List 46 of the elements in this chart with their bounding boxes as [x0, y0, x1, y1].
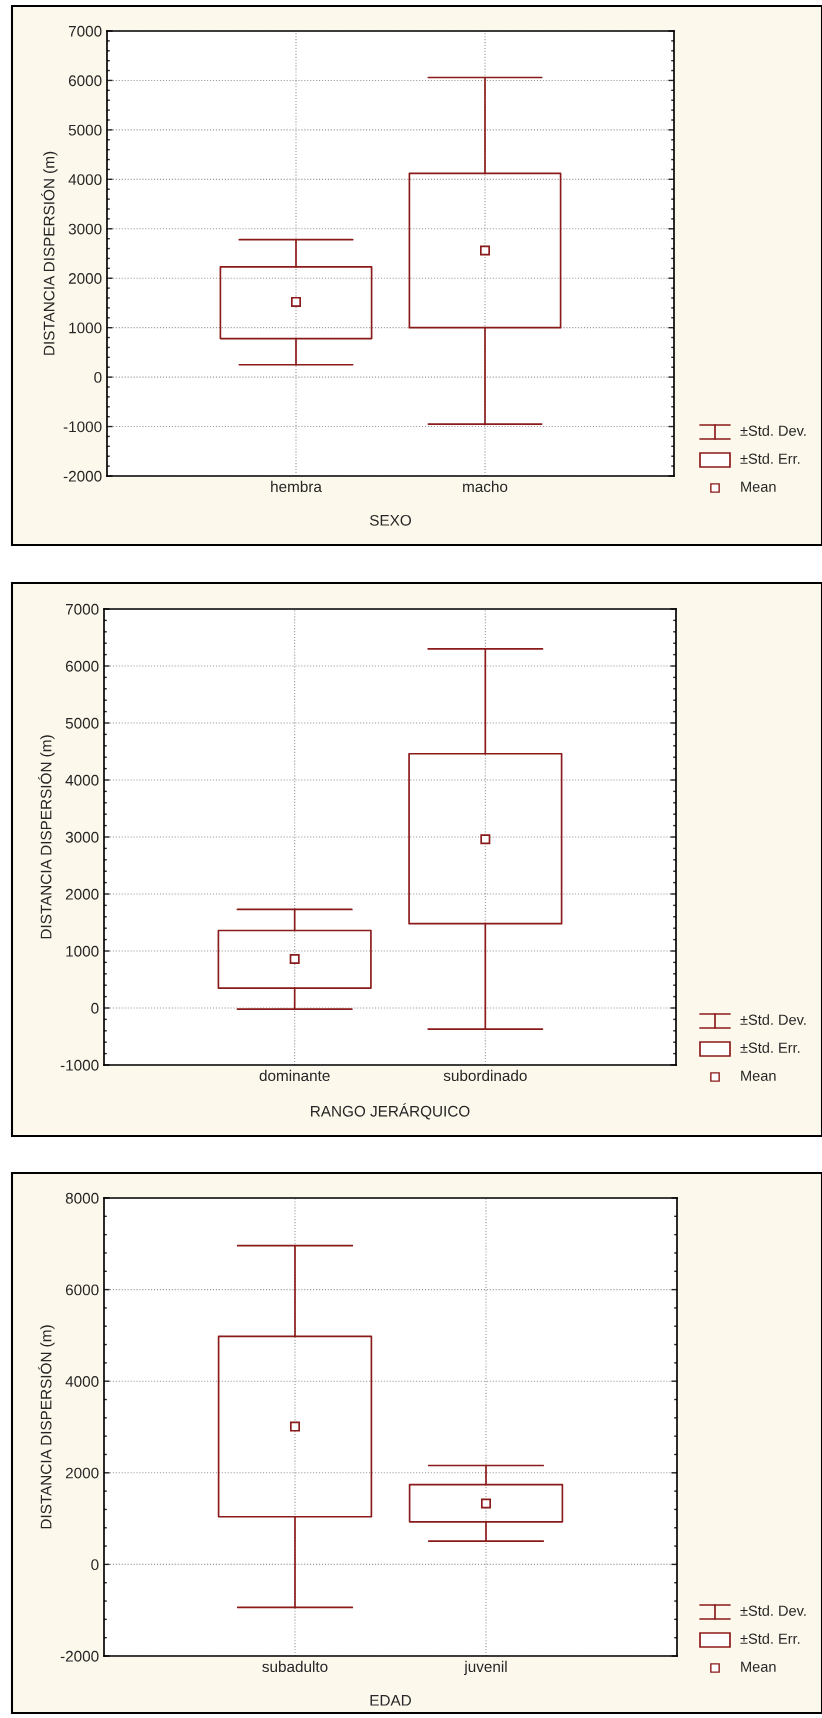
x-tick-label: dominante [259, 1069, 330, 1082]
x-tick-label: macho [463, 480, 508, 493]
x-tick-label: hembra [271, 480, 322, 493]
y-tick-label: 1000 [66, 945, 99, 957]
text: Mean [741, 1070, 776, 1081]
x-axis-title: RANGO JERÁRQUICO [311, 1103, 470, 1120]
y-axis-title: DISTANCIA DISPERSIÓN (m) [41, 151, 58, 355]
y-tick-label: 8000 [65, 1192, 99, 1204]
y-tick-label: 0 [91, 1002, 99, 1014]
y-tick-label: 4000 [65, 774, 99, 786]
y-tick-label: -1000 [60, 1059, 99, 1071]
y-tick-label: 7000 [65, 603, 99, 615]
y-axis-title: DISTANCIA DISPERSIÓN (m) [38, 1325, 55, 1529]
y-tick-label: 3000 [65, 831, 99, 843]
y-tick-label: 4000 [68, 174, 102, 186]
text: ±Std. Dev. [740, 1014, 806, 1025]
y-tick-label: -1000 [63, 421, 102, 433]
x-tick-label: subordinado [443, 1069, 527, 1082]
y-tick-label: -2000 [60, 1650, 99, 1662]
x-axis-title: EDAD [370, 1695, 411, 1706]
y-tick-label: 6000 [65, 1284, 99, 1296]
text: ±Std. Err. [740, 1042, 800, 1053]
y-tick-label: 2000 [68, 273, 102, 284]
x-axis-title: SEXO [369, 514, 411, 526]
y-tick-label: 6000 [68, 75, 102, 87]
x-tick-label: juvenil [463, 1660, 507, 1676]
y-axis-title: DISTANCIA DISPERSIÓN (m) [38, 735, 55, 939]
text: ±Std. Err. [740, 1633, 800, 1644]
text: ±Std. Dev. [740, 1605, 806, 1616]
y-tick-label: 5000 [68, 124, 102, 136]
y-tick-label: 7000 [68, 25, 102, 37]
text: ±Std. Dev. [740, 425, 806, 436]
text: ±Std. Err. [740, 453, 800, 464]
text: Mean [741, 1661, 776, 1672]
y-tick-label: 0 [91, 1559, 99, 1571]
y-tick-label: 0 [94, 371, 102, 383]
y-tick-label: 2000 [65, 1467, 99, 1479]
y-tick-label: 3000 [68, 223, 102, 235]
y-tick-label: 6000 [65, 660, 99, 672]
y-tick-label: 2000 [65, 888, 99, 900]
x-tick-label: subadulto [262, 1660, 328, 1673]
y-tick-label: 4000 [65, 1376, 99, 1387]
y-tick-label: 5000 [65, 717, 99, 729]
y-tick-label: -2000 [63, 470, 102, 482]
y-tick-label: 1000 [69, 322, 102, 334]
text: Mean [741, 481, 776, 492]
